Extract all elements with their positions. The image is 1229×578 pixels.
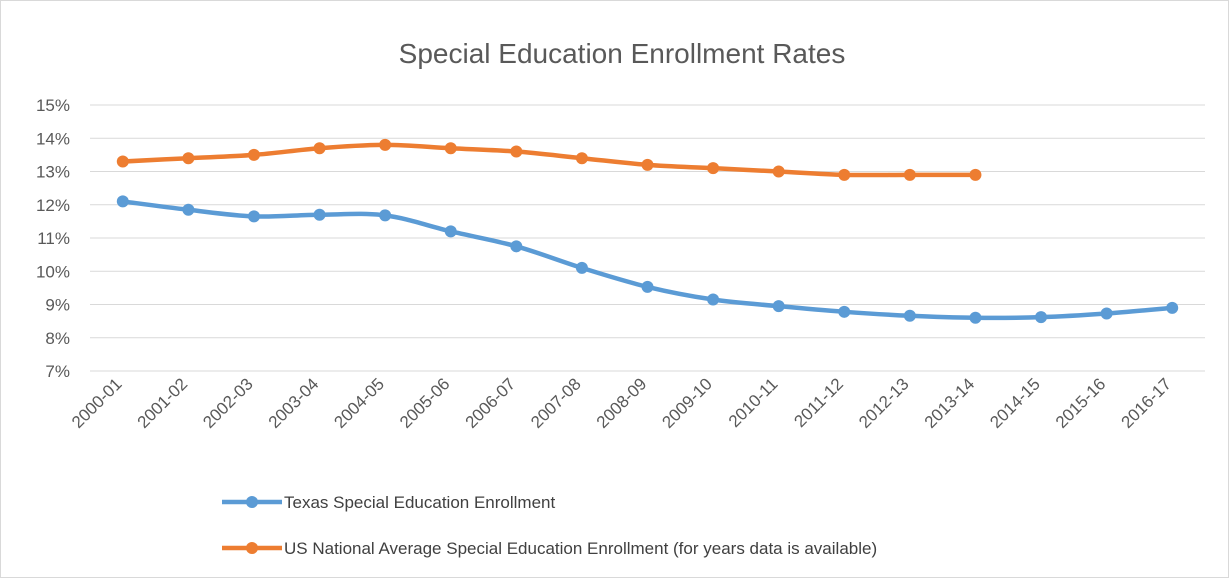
y-tick-label: 11% bbox=[37, 229, 70, 248]
data-point bbox=[444, 225, 457, 238]
y-axis-ticks: 7% 8% 9% 10% 11% 12% 13% 14% 15% bbox=[36, 96, 70, 381]
y-tick-label: 14% bbox=[36, 129, 70, 148]
data-point bbox=[903, 168, 916, 181]
data-point bbox=[379, 209, 392, 222]
legend-label: Texas Special Education Enrollment bbox=[284, 493, 555, 512]
data-point bbox=[575, 152, 588, 165]
data-point bbox=[969, 311, 982, 324]
legend-item: US National Average Special Education En… bbox=[222, 539, 877, 558]
data-point bbox=[116, 195, 129, 208]
data-point bbox=[1100, 307, 1113, 320]
chart-title: Special Education Enrollment Rates bbox=[399, 38, 846, 69]
data-point bbox=[641, 158, 654, 171]
data-point bbox=[707, 293, 720, 306]
legend-label: US National Average Special Education En… bbox=[284, 539, 877, 558]
data-point bbox=[116, 155, 129, 168]
data-point bbox=[1035, 311, 1048, 324]
series-line bbox=[120, 142, 978, 178]
gridlines bbox=[90, 104, 1205, 372]
y-tick-label: 8% bbox=[45, 329, 70, 348]
data-point bbox=[969, 168, 982, 181]
data-point bbox=[575, 261, 588, 274]
series-1 bbox=[116, 195, 1179, 324]
y-tick-label: 9% bbox=[45, 296, 70, 315]
y-tick-label: 15% bbox=[36, 96, 70, 115]
data-point bbox=[641, 280, 654, 293]
legend-item: Texas Special Education Enrollment bbox=[222, 493, 555, 512]
y-tick-label: 10% bbox=[36, 262, 70, 281]
data-point bbox=[247, 148, 260, 161]
data-point bbox=[772, 165, 785, 178]
data-point bbox=[182, 203, 195, 216]
legend-swatch-marker bbox=[246, 496, 258, 508]
data-point bbox=[444, 142, 457, 155]
y-tick-label: 12% bbox=[36, 196, 70, 215]
data-point bbox=[707, 162, 720, 175]
legend-swatch-marker bbox=[246, 542, 258, 554]
series-group bbox=[116, 138, 1179, 324]
data-point bbox=[313, 208, 326, 221]
data-point bbox=[313, 142, 326, 155]
data-point bbox=[838, 168, 851, 181]
legend: Texas Special Education Enrollment US Nat… bbox=[222, 493, 877, 558]
data-point bbox=[379, 138, 392, 151]
data-point bbox=[838, 305, 851, 318]
data-point bbox=[247, 210, 260, 223]
data-point bbox=[772, 300, 785, 313]
y-tick-label: 13% bbox=[36, 163, 70, 182]
data-point bbox=[182, 152, 195, 165]
data-point bbox=[903, 309, 916, 322]
data-point bbox=[510, 145, 523, 158]
y-tick-label: 7% bbox=[45, 362, 70, 381]
data-point bbox=[510, 240, 523, 253]
data-point bbox=[1166, 301, 1179, 314]
series-2 bbox=[116, 138, 982, 181]
